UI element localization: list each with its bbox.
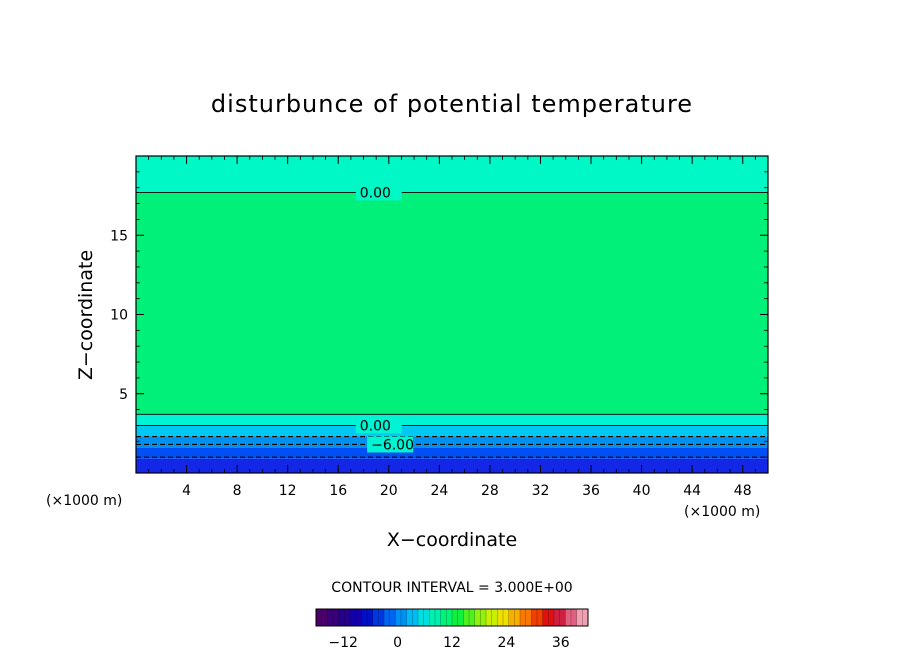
colorbar-segment-21 — [554, 609, 566, 626]
field-layer-2 — [136, 414, 768, 426]
colorbar-segment-20 — [542, 609, 555, 626]
contour-label-0: 0.00 — [360, 185, 391, 201]
field-layer-1 — [136, 192, 768, 415]
colorbar-frame — [315, 608, 589, 627]
contour-interval-text: CONTOUR INTERVAL = 3.000E+00 — [331, 580, 572, 596]
colorbar-segment-4 — [361, 609, 374, 626]
contour-label-bg-4 — [367, 436, 414, 453]
colorbar-segment-0 — [316, 609, 328, 626]
chart-title: disturbunce of potential temperature — [211, 90, 693, 118]
contour-label-4: −6.00 — [371, 437, 414, 453]
x-tick-label-3: 16 — [329, 483, 347, 499]
x-tick-label-11: 48 — [734, 483, 752, 499]
field-layer-3 — [136, 425, 768, 437]
colorbar-segment-9 — [418, 609, 430, 626]
colorbar-tick-labels: −12 0 12 24 36 — [328, 635, 569, 651]
field-layer-4 — [136, 436, 768, 448]
x-axis-unit: (×1000 m) — [684, 504, 760, 520]
y-axis-ticks: 5 10 15 — [110, 171, 768, 458]
colorbar-segment-1 — [327, 609, 340, 626]
colorbar-segment-15 — [486, 609, 498, 626]
x-tick-label-10: 44 — [683, 483, 701, 499]
colorbar-segment-11 — [440, 609, 453, 626]
y-axis-label: Z−coordinate — [75, 250, 97, 380]
contour-label-2: 0.00 — [360, 418, 391, 434]
x-tick-label-1: 8 — [233, 483, 242, 499]
colorbar-segment-18 — [520, 609, 532, 626]
y-tick-label-2: 15 — [110, 228, 128, 244]
colorbar-segment-6 — [384, 609, 396, 626]
field-layers — [136, 156, 768, 473]
colorbar-segment-22 — [565, 609, 578, 626]
colorbar-segment-2 — [338, 609, 351, 626]
x-tick-label-5: 24 — [430, 483, 448, 499]
field-layer-0 — [136, 156, 768, 193]
colorbar-segment-14 — [474, 609, 487, 626]
x-tick-label-0: 4 — [182, 483, 191, 499]
colorbar-segment-19 — [531, 609, 544, 626]
colorbar-segment-7 — [395, 609, 408, 626]
colorbar-segment-17 — [508, 609, 521, 626]
colorbar-segment-5 — [372, 609, 385, 626]
field-layer-6 — [136, 458, 768, 473]
field-layer-5 — [136, 447, 768, 459]
colorbar-tick-label-0: −12 — [328, 635, 358, 651]
x-tick-label-9: 40 — [633, 483, 651, 499]
y-tick-label-0: 5 — [119, 387, 128, 403]
colorbar-tick-label-2: 12 — [443, 635, 461, 651]
x-tick-label-8: 36 — [582, 483, 600, 499]
colorbar-segment-12 — [452, 609, 464, 626]
colorbar-segment-3 — [350, 609, 362, 626]
colorbar-tick-label-3: 24 — [497, 635, 515, 651]
colorbar-segment-23 — [576, 609, 589, 626]
contour-label-bg-0 — [355, 184, 402, 201]
x-tick-label-2: 12 — [279, 483, 297, 499]
colorbar-segment-8 — [406, 609, 419, 626]
x-tick-label-7: 32 — [532, 483, 550, 499]
y-tick-label-1: 10 — [110, 308, 128, 324]
x-tick-label-6: 28 — [481, 483, 499, 499]
contour-label-bg-2 — [355, 417, 402, 434]
colorbar — [315, 608, 589, 627]
contour-lines: 0.00 0.00 −6.00 — [136, 184, 768, 458]
x-axis-label: X−coordinate — [387, 529, 517, 551]
x-tick-label-4: 20 — [380, 483, 398, 499]
colorbar-segment-10 — [429, 609, 442, 626]
colorbar-tick-label-1: 0 — [393, 635, 402, 651]
x-axis-ticks: 4 8 12 16 20 24 28 32 36 40 44 48 — [148, 156, 756, 499]
colorbar-segment-16 — [497, 609, 510, 626]
colorbar-tick-label-4: 36 — [552, 635, 570, 651]
z-axis-unit: (×1000 m) — [46, 493, 122, 509]
colorbar-segment-13 — [463, 609, 476, 626]
